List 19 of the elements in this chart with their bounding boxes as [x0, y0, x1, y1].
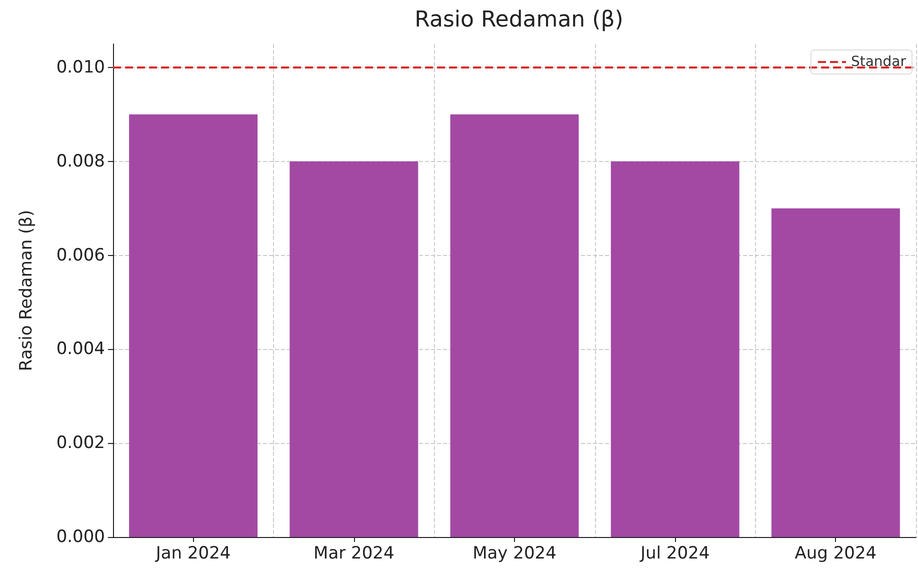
ref-line-label: Standar: [850, 54, 906, 70]
y-tick-label: 0.010: [56, 57, 105, 78]
bar: [450, 114, 579, 537]
bar: [129, 114, 258, 537]
y-tick-label: 0.004: [56, 339, 105, 360]
bar: [771, 208, 900, 537]
x-tick-label: Aug 2024: [794, 544, 877, 564]
y-tick-label: 0.006: [56, 245, 105, 266]
bar: [290, 161, 418, 537]
y-tick-label: 0.000: [56, 527, 105, 547]
y-tick-label: 0.002: [56, 433, 105, 454]
x-tick-label: Jul 2024: [640, 544, 710, 564]
x-tick-label: May 2024: [472, 544, 556, 564]
x-tick-label: Jan 2024: [154, 544, 231, 564]
chart-title: Rasio Redaman (β): [414, 8, 624, 32]
bar: [610, 161, 740, 537]
y-tick-label: 0.008: [56, 151, 105, 172]
x-tick-label: Mar 2024: [314, 544, 394, 564]
y-axis-title: Rasio Redaman (β): [16, 210, 36, 372]
